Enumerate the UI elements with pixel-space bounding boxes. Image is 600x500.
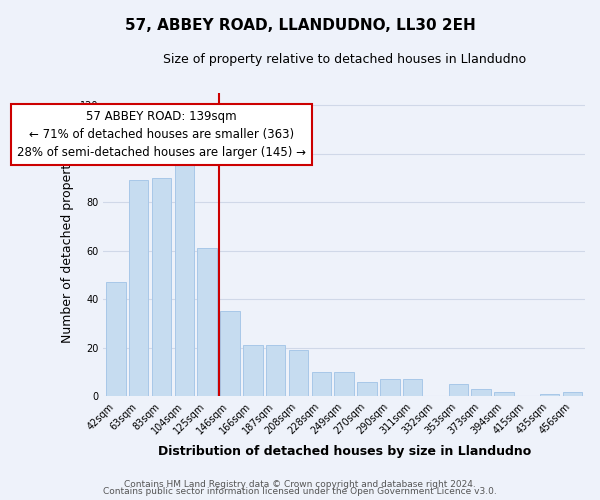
- Bar: [494, 392, 514, 396]
- Text: Contains HM Land Registry data © Crown copyright and database right 2024.: Contains HM Land Registry data © Crown c…: [124, 480, 476, 489]
- Bar: [472, 389, 491, 396]
- Bar: [357, 382, 377, 396]
- Text: Contains public sector information licensed under the Open Government Licence v3: Contains public sector information licen…: [103, 488, 497, 496]
- Bar: [449, 384, 468, 396]
- Bar: [266, 346, 286, 397]
- Bar: [540, 394, 559, 396]
- Y-axis label: Number of detached properties: Number of detached properties: [61, 146, 74, 343]
- Bar: [175, 164, 194, 396]
- Bar: [403, 380, 422, 396]
- Bar: [380, 380, 400, 396]
- Text: 57 ABBEY ROAD: 139sqm
← 71% of detached houses are smaller (363)
28% of semi-det: 57 ABBEY ROAD: 139sqm ← 71% of detached …: [17, 110, 306, 159]
- Title: Size of property relative to detached houses in Llandudno: Size of property relative to detached ho…: [163, 52, 526, 66]
- Bar: [197, 248, 217, 396]
- Bar: [129, 180, 148, 396]
- Bar: [220, 312, 240, 396]
- Bar: [334, 372, 354, 396]
- Bar: [289, 350, 308, 397]
- Bar: [563, 392, 582, 396]
- Bar: [311, 372, 331, 396]
- X-axis label: Distribution of detached houses by size in Llandudno: Distribution of detached houses by size …: [158, 444, 531, 458]
- Bar: [243, 346, 263, 397]
- Bar: [152, 178, 171, 396]
- Text: 57, ABBEY ROAD, LLANDUDNO, LL30 2EH: 57, ABBEY ROAD, LLANDUDNO, LL30 2EH: [125, 18, 475, 32]
- Bar: [106, 282, 125, 397]
